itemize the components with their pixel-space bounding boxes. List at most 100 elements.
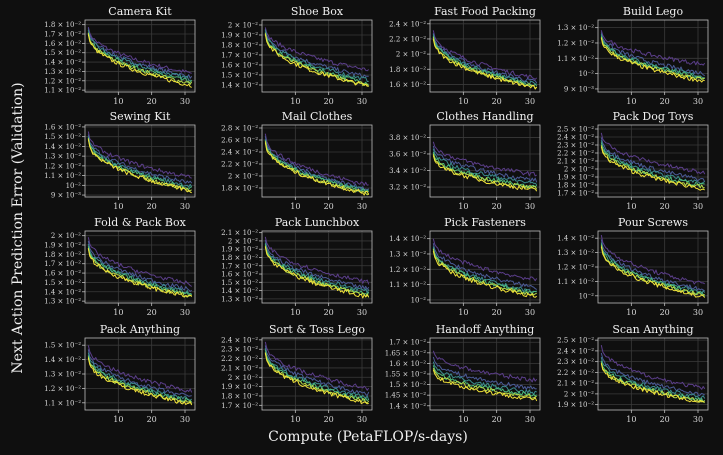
axes-frame bbox=[429, 124, 541, 198]
x-tick-label: 30 bbox=[180, 97, 190, 106]
y-tick-label: 2.1 × 10⁻² bbox=[221, 364, 258, 372]
y-tick-label: 1.6 × 10⁻² bbox=[389, 360, 426, 368]
series-line bbox=[432, 37, 538, 89]
subplot-title: Pack Lunchbox bbox=[275, 216, 360, 229]
x-tick-label: 30 bbox=[180, 308, 190, 317]
y-tick-label: 1.8 × 10⁻² bbox=[221, 42, 258, 50]
series-line bbox=[432, 38, 538, 90]
y-tick-label: 2 × 10⁻² bbox=[564, 166, 594, 174]
y-tick-label: 1.1 × 10⁻² bbox=[44, 399, 81, 407]
axes-frame bbox=[261, 230, 373, 304]
x-tick-label: 10 bbox=[458, 97, 468, 106]
series-line bbox=[432, 30, 538, 80]
series-line bbox=[600, 246, 706, 298]
x-tick-label: 20 bbox=[492, 308, 502, 317]
subplot-title: Fast Food Packing bbox=[434, 5, 536, 18]
y-tick-label: 1.9 × 10⁻² bbox=[44, 242, 81, 250]
subplot: Sort & Toss Lego 10 20 30 1.7 × 10⁻² 1.8 × 10… bbox=[221, 323, 373, 424]
y-tick-label: 1.9 × 10⁻² bbox=[221, 32, 258, 40]
y-tick-label: 1.9 × 10⁻² bbox=[557, 401, 594, 409]
y-tick-label: 1.2 × 10⁻² bbox=[44, 385, 81, 393]
series-line bbox=[432, 250, 537, 298]
y-tick-label: 1.1 × 10⁻² bbox=[557, 55, 594, 63]
subplot: Pack Anything 10 20 30 1.1 × 10⁻² 1.2 × 10⁻² 1… bbox=[44, 323, 196, 424]
x-tick-label: 10 bbox=[113, 308, 123, 317]
axes-frame bbox=[597, 337, 709, 411]
series-line bbox=[264, 29, 369, 82]
series-line bbox=[87, 237, 192, 287]
y-tick-label: 1.5 × 10⁻² bbox=[44, 342, 81, 350]
series-line bbox=[264, 139, 370, 193]
y-tick-label: 2.4 × 10⁻² bbox=[557, 347, 594, 355]
series-line bbox=[600, 132, 706, 175]
y-tick-label: 1.6 × 10⁻² bbox=[221, 271, 258, 279]
axes-frame bbox=[597, 19, 709, 93]
axes-frame bbox=[429, 19, 541, 93]
y-tick-label: 2.1 × 10⁻² bbox=[557, 380, 594, 388]
y-tick-label: 3.6 × 10⁻² bbox=[389, 150, 426, 158]
y-tick-label: 1.2 × 10⁻² bbox=[557, 264, 594, 272]
subplot-title: Scan Anything bbox=[612, 323, 693, 336]
x-tick-label: 30 bbox=[357, 415, 367, 424]
y-tick-label: 2.4 × 10⁻² bbox=[557, 134, 594, 142]
series-line bbox=[264, 345, 370, 397]
y-tick-label: 1.8 × 10⁻² bbox=[44, 251, 81, 259]
series-line bbox=[600, 356, 706, 400]
y-tick-label: 1.5 × 10⁻² bbox=[44, 133, 81, 141]
series-line bbox=[264, 353, 369, 405]
y-tick-label: 10⁻² bbox=[579, 70, 595, 78]
subplot-title: Pour Screws bbox=[618, 216, 688, 229]
y-tick-label: 1.4 × 10⁻² bbox=[221, 287, 258, 295]
series-line bbox=[600, 344, 706, 390]
series-line bbox=[87, 357, 193, 406]
series-line bbox=[432, 145, 538, 183]
y-tick-label: 1.5 × 10⁻² bbox=[44, 279, 81, 287]
series-line bbox=[87, 28, 193, 79]
y-tick-label: 1.4 × 10⁻² bbox=[557, 235, 594, 243]
subplot-title: Pack Dog Toys bbox=[613, 110, 694, 123]
y-tick-label: 1.8 × 10⁻² bbox=[557, 182, 594, 190]
y-tick-label: 3.4 × 10⁻² bbox=[389, 167, 426, 175]
y-tick-label: 1.6 × 10⁻² bbox=[221, 62, 258, 70]
series-line bbox=[87, 349, 192, 397]
y-tick-label: 1.3 × 10⁻² bbox=[557, 24, 594, 32]
y-tick-label: 3.2 × 10⁻² bbox=[389, 184, 426, 192]
y-tick-label: 10⁻² bbox=[411, 296, 427, 304]
y-axis-label: Next Action Prediction Error (Validation… bbox=[10, 82, 26, 373]
x-tick-label: 30 bbox=[525, 308, 535, 317]
series-line bbox=[264, 239, 370, 290]
y-tick-label: 1.3 × 10⁻² bbox=[44, 68, 81, 76]
subplot: Fast Food Packing 10 20 30 1.6 × 10⁻² 1.8 × 1… bbox=[389, 5, 541, 106]
y-tick-label: 2.2 × 10⁻² bbox=[557, 369, 594, 377]
x-tick-label: 20 bbox=[492, 202, 502, 211]
x-tick-label: 30 bbox=[357, 202, 367, 211]
y-tick-label: 2.5 × 10⁻² bbox=[557, 337, 594, 345]
y-tick-label: 2.1 × 10⁻² bbox=[557, 158, 594, 166]
y-tick-label: 9 × 10⁻³ bbox=[51, 192, 81, 200]
series-line bbox=[432, 356, 537, 390]
y-tick-label: 2.4 × 10⁻² bbox=[221, 336, 258, 344]
y-tick-label: 2.4 × 10⁻² bbox=[221, 149, 258, 157]
y-tick-label: 1.6 × 10⁻² bbox=[44, 40, 81, 48]
x-tick-label: 30 bbox=[357, 308, 367, 317]
series-line bbox=[264, 348, 370, 400]
series-line bbox=[87, 345, 193, 393]
y-tick-label: 1.3 × 10⁻² bbox=[557, 249, 594, 257]
y-tick-label: 1.8 × 10⁻² bbox=[221, 392, 258, 400]
y-tick-label: 2 × 10⁻² bbox=[396, 51, 426, 59]
x-tick-label: 30 bbox=[693, 202, 703, 211]
x-tick-label: 10 bbox=[290, 415, 300, 424]
subplot: Fold & Pack Box 10 20 30 1.3 × 10⁻² 1.4 × 10⁻… bbox=[44, 216, 196, 317]
x-tick-label: 20 bbox=[147, 308, 157, 317]
y-tick-label: 2.5 × 10⁻² bbox=[557, 126, 594, 134]
y-tick-label: 1.4 × 10⁻² bbox=[389, 235, 426, 243]
x-axis-label: Compute (PetaFLOP/s-days) bbox=[268, 429, 468, 445]
x-tick-label: 10 bbox=[626, 202, 636, 211]
subplot: Handoff Anything 10 20 30 1.4 × 10⁻² 1.45 × 1… bbox=[385, 323, 541, 424]
series-line bbox=[432, 141, 537, 177]
x-tick-label: 20 bbox=[492, 415, 502, 424]
subplot-title: Build Lego bbox=[623, 5, 684, 18]
series-line bbox=[87, 246, 193, 297]
axes-frame bbox=[261, 124, 373, 198]
subplot-title: Pick Fasteners bbox=[444, 216, 526, 229]
